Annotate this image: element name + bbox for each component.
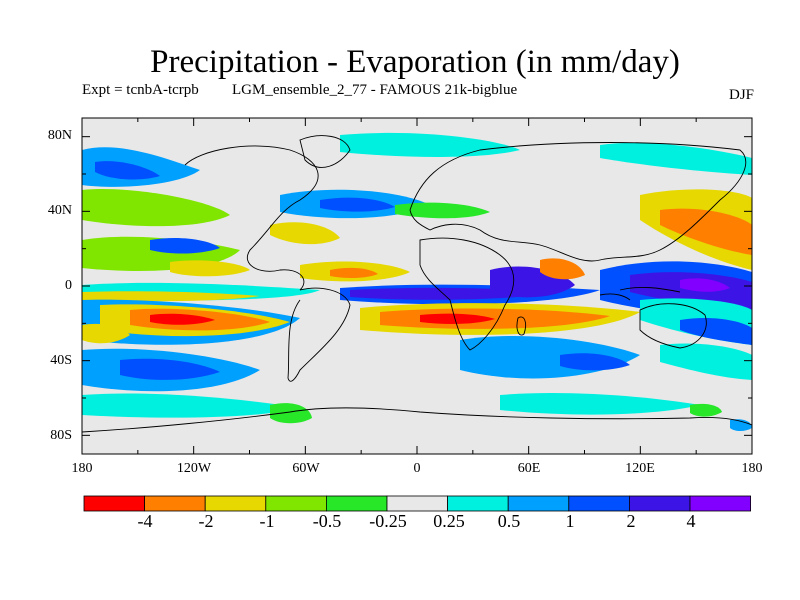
x-tick-label: 180 <box>741 461 763 476</box>
field-patch <box>730 419 752 431</box>
experiment-label: Expt = tcnbA-tcrpb <box>82 82 199 98</box>
axis-ticks <box>81 118 753 454</box>
coast-indonesia <box>599 286 681 301</box>
run-label: LGM_ensemble_2_77 - FAMOUS 21k-bigblue <box>232 82 518 98</box>
coast-north-america <box>184 145 319 291</box>
field-patch <box>660 208 752 255</box>
field-patch <box>170 260 250 277</box>
field-patch <box>540 258 585 280</box>
colorbar-swatch <box>83 495 145 512</box>
field-patch <box>330 267 378 279</box>
field-patch <box>82 323 130 344</box>
x-tick-label: 180 <box>71 461 93 476</box>
coastlines <box>82 135 752 433</box>
field-patch <box>320 197 395 212</box>
colorbar-label: -1 <box>259 511 275 531</box>
coast-antarctica <box>82 407 752 433</box>
field-patch <box>150 313 215 325</box>
colorbar-label: 4 <box>686 511 696 531</box>
colorbar-swatch <box>386 495 448 512</box>
colorbar-label: -0.25 <box>369 511 407 531</box>
colorbar-label: -0.5 <box>312 511 342 531</box>
colorbar-label: 0.25 <box>433 511 465 531</box>
colorbar-swatch <box>265 495 327 512</box>
coast-madagascar <box>516 316 527 336</box>
field-patch <box>95 161 160 180</box>
field-layer <box>82 132 752 431</box>
field-patch <box>680 317 752 345</box>
colorbar-label: 1 <box>565 511 575 531</box>
x-tick-label: 60W <box>292 461 320 476</box>
field-patch <box>630 272 752 310</box>
field-patch <box>270 403 312 424</box>
colorbar-label: -4 <box>137 511 153 531</box>
field-patch <box>120 358 220 380</box>
colorbar-swatch <box>447 495 509 512</box>
y-tick-label: 80S <box>50 428 72 443</box>
colorbar-swatch <box>204 495 267 512</box>
field-patch <box>420 313 495 324</box>
coast-south-america <box>287 287 351 382</box>
colorbar-swatch <box>325 495 388 512</box>
season-label: DJF <box>728 87 754 103</box>
colorbar-swatch <box>629 495 691 512</box>
field-patch <box>395 202 490 219</box>
field-patch <box>82 393 300 418</box>
colorbar <box>83 495 751 512</box>
field-patch <box>270 222 340 245</box>
field-patch <box>600 142 752 175</box>
field-patch <box>690 403 722 417</box>
x-tick-label: 120W <box>176 461 212 476</box>
y-tick-label: 40N <box>47 203 72 218</box>
colorbar-swatch <box>507 495 570 512</box>
colorbar-swatch <box>568 495 630 512</box>
field-patch <box>82 291 260 302</box>
x-tick-label: 120E <box>625 461 655 476</box>
field-patch <box>82 189 230 227</box>
colorbar-swatch <box>144 495 206 512</box>
field-patch <box>680 278 730 292</box>
y-tick-label: 40S <box>50 353 72 368</box>
coast-australia <box>639 303 707 349</box>
y-tick-label: 0 <box>65 278 72 293</box>
field-patch <box>500 393 700 415</box>
field-patch <box>380 308 610 329</box>
page-title: Precipitation - Evaporation (in mm/day) <box>150 44 680 80</box>
x-tick-label: 0 <box>413 461 421 476</box>
field-patch <box>560 353 630 371</box>
coast-eurasia <box>409 142 747 262</box>
colorbar-label: 0.5 <box>497 511 521 531</box>
colorbar-label: 2 <box>626 511 636 531</box>
y-tick-label: 80N <box>47 128 72 143</box>
colorbar-swatch <box>689 495 751 512</box>
coast-africa <box>419 237 515 351</box>
colorbar-label: -2 <box>198 511 214 531</box>
coast-greenland <box>299 135 351 168</box>
field-patch <box>150 237 220 254</box>
field-patch <box>660 343 752 380</box>
x-tick-label: 60E <box>517 461 541 476</box>
